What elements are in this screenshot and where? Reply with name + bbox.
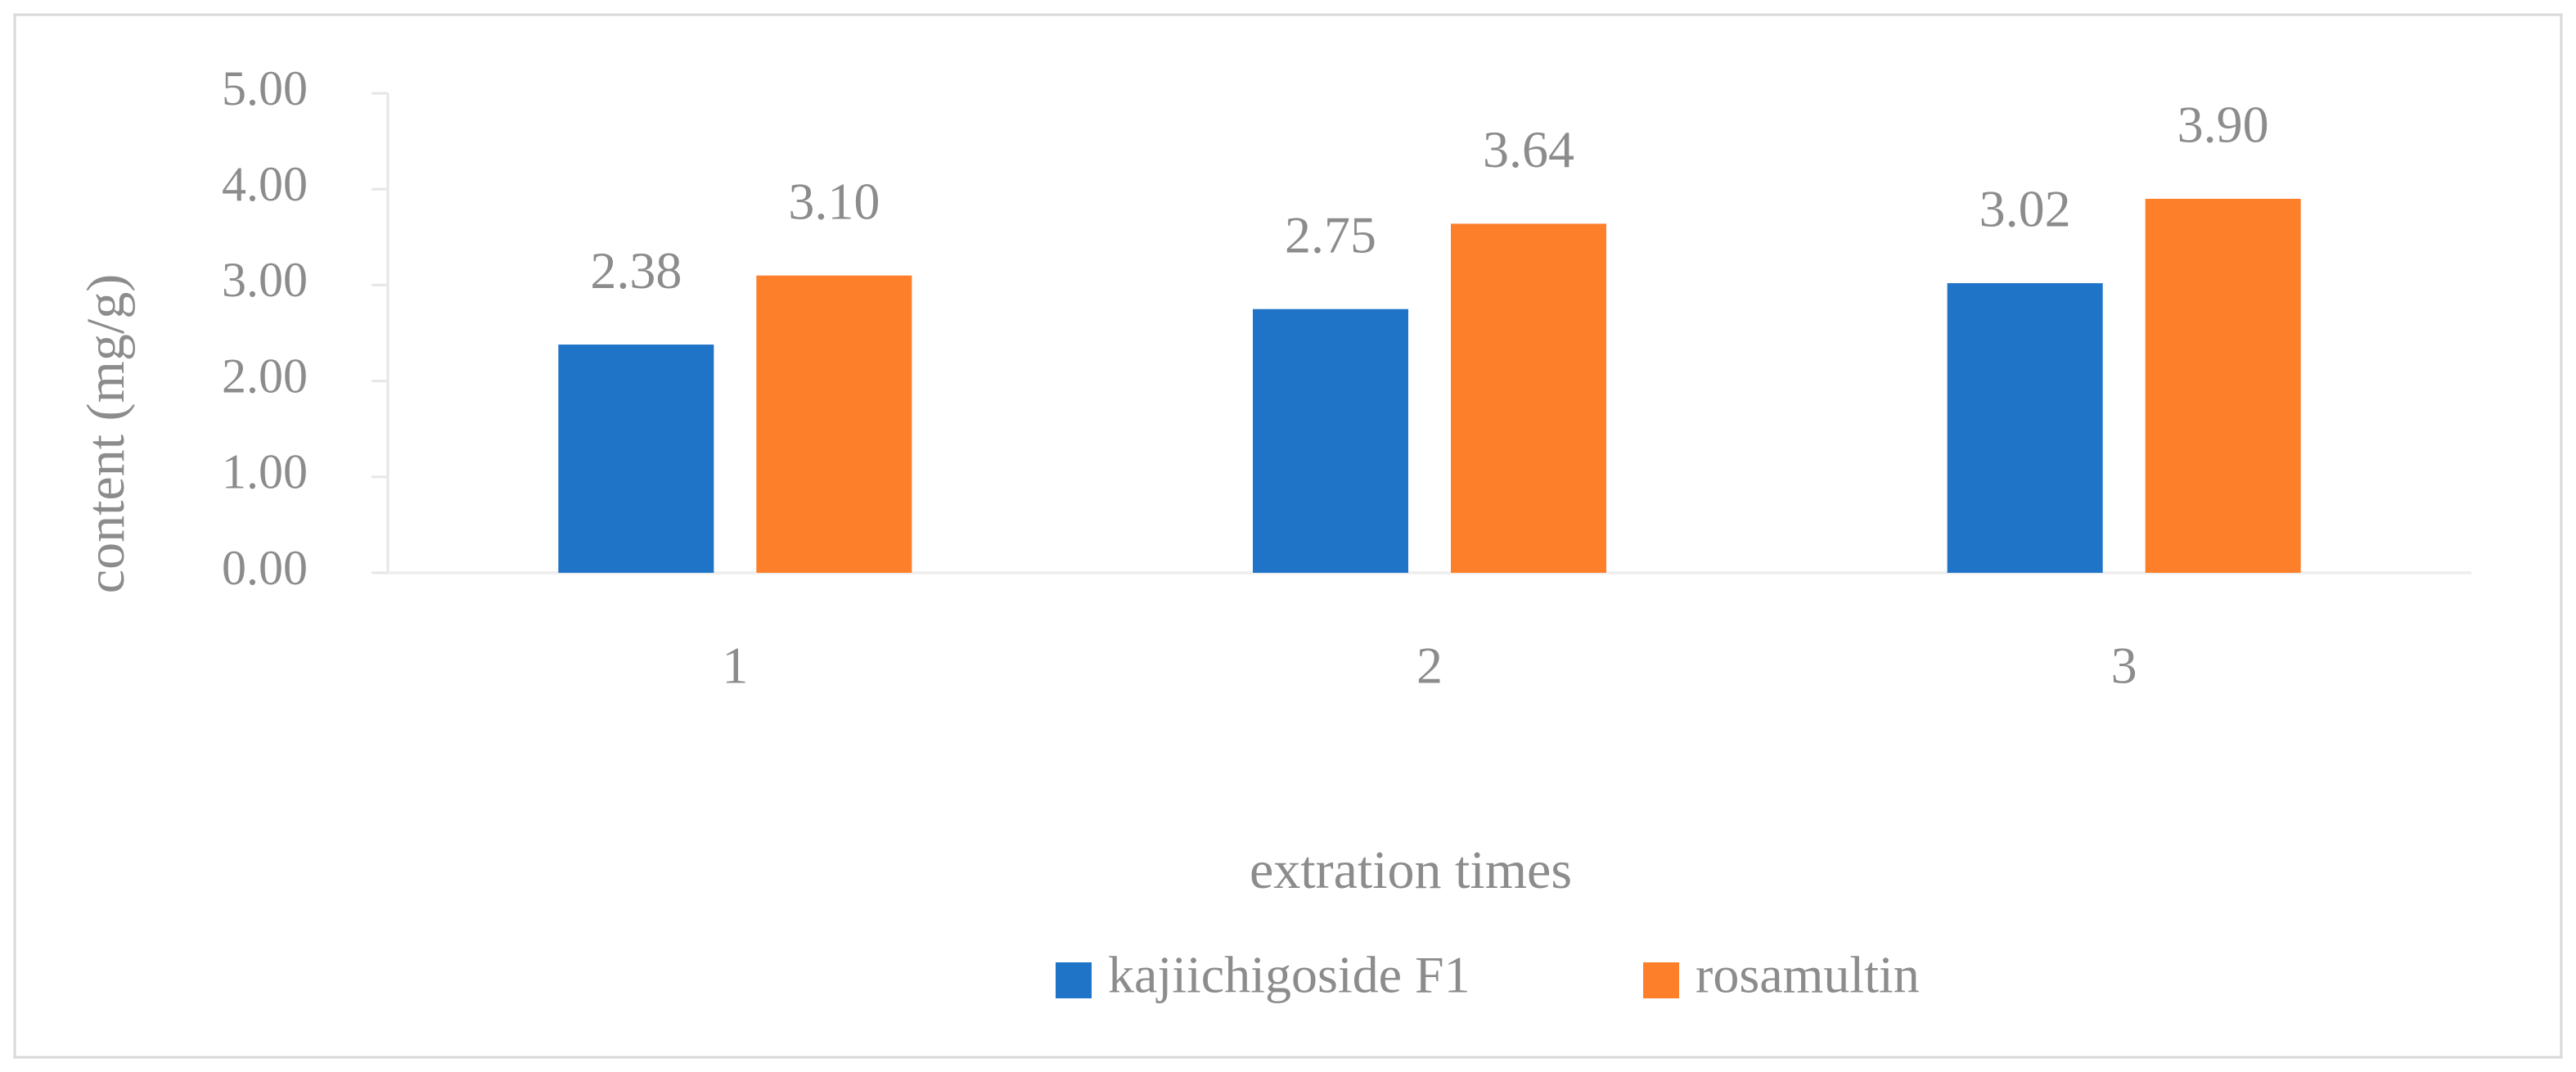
x-tick-label: 3 bbox=[2111, 637, 2137, 695]
bar bbox=[1947, 283, 2103, 573]
y-tick-label: 4.00 bbox=[222, 157, 308, 211]
data-label: 3.90 bbox=[2177, 96, 2269, 154]
x-axis-title: extration times bbox=[1250, 840, 1572, 900]
y-axis-title: content (mg/g) bbox=[76, 274, 136, 593]
legend-label: kajiichigoside F1 bbox=[1108, 946, 1470, 1004]
bar bbox=[1253, 309, 1408, 573]
bar bbox=[756, 275, 912, 573]
data-label: 3.02 bbox=[1979, 180, 2071, 238]
x-tick-label: 1 bbox=[722, 637, 748, 695]
y-tick-label: 5.00 bbox=[222, 61, 308, 115]
bar bbox=[1451, 223, 1606, 573]
data-label: 2.38 bbox=[590, 241, 682, 300]
legend-swatch bbox=[1643, 962, 1679, 998]
bar bbox=[558, 345, 714, 573]
y-tick-label: 1.00 bbox=[222, 445, 308, 499]
data-label: 2.75 bbox=[1285, 205, 1376, 263]
y-tick-label: 0.00 bbox=[222, 541, 308, 595]
y-tick-label: 3.00 bbox=[222, 253, 308, 307]
data-label: 3.10 bbox=[788, 172, 880, 230]
legend-label: rosamultin bbox=[1696, 946, 1920, 1004]
y-tick-label: 2.00 bbox=[222, 349, 308, 403]
data-label: 3.64 bbox=[1483, 120, 1574, 178]
bar bbox=[2145, 198, 2301, 574]
x-tick-label: 2 bbox=[1416, 637, 1443, 695]
legend-swatch bbox=[1056, 962, 1092, 998]
